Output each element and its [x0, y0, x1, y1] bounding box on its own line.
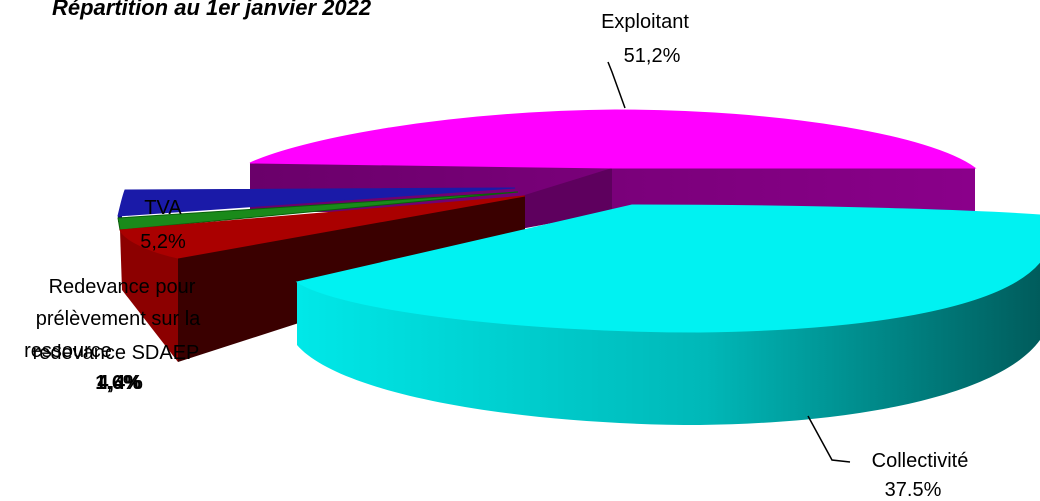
label-collectivite: Collectivité [872, 450, 969, 472]
slice-collectivite-top [295, 204, 1040, 333]
value-redevance-sdaep: 4,4% [97, 372, 143, 394]
value-collectivite: 37,5% [885, 479, 942, 496]
leader-line-collectivite [807, 415, 851, 463]
label-redevance-sdaep: redevance SDAEP [33, 342, 200, 364]
label-tva: TVA [144, 197, 182, 219]
slice-green-top [117, 191, 519, 231]
label-exploitant: Exploitant [601, 11, 689, 33]
slice-redevance-side-left [120, 230, 178, 362]
slice-exploitant-top [249, 109, 977, 169]
slice-redevance-top [119, 195, 526, 259]
leader-line-exploitant [607, 61, 626, 109]
value-exploitant: 51,2% [624, 45, 681, 67]
value-redevance-ressource: 1,6% [95, 372, 141, 394]
value-tva: 5,2% [140, 231, 186, 253]
label-redevance-ressource-line1: Redevance pour [49, 276, 196, 298]
label-redevance-ressource-line3: ressource [24, 340, 112, 362]
chart-title: Répartition au 1er janvier 2022 [52, 0, 372, 20]
slice-exploitant-side-dark [515, 168, 612, 230]
label-redevance-ressource-line2: prélèvement sur la [36, 308, 201, 330]
slice-collectivite-side [297, 262, 1040, 425]
slice-tva-top [117, 187, 516, 217]
